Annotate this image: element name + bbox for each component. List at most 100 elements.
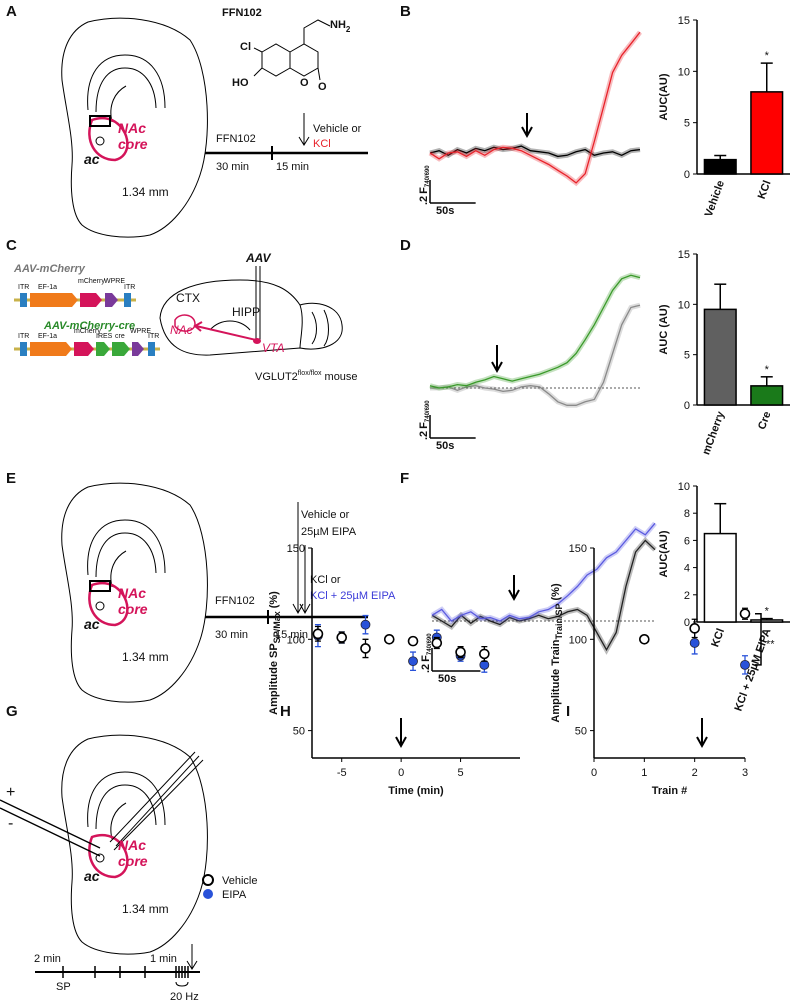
scale-unit: F (420, 655, 432, 662)
point (740, 659, 750, 670)
vector-name: AAV-mCherry-cre (43, 320, 135, 332)
point (312, 628, 324, 640)
scale-label-y: .2 F740/690 (418, 400, 431, 440)
sagittal-brain (159, 279, 343, 356)
significance: * (765, 364, 770, 376)
region-label: CTX (176, 291, 200, 305)
timeline-label: 15 min (275, 629, 308, 641)
vta-site (253, 338, 261, 344)
mouse-label: VGLUT2flox/flox mouse (255, 370, 358, 383)
atom-label: HO (232, 77, 249, 89)
y-tick-label: 10 (678, 299, 690, 311)
element-label: ITR (18, 284, 29, 291)
timeline-label: 15 min (276, 161, 309, 173)
hippocampus (209, 320, 251, 331)
x-tick-label: KCl (756, 179, 774, 201)
region-label: HIPP (232, 305, 260, 319)
x-tick-label: Vehicle (703, 179, 727, 219)
treatment-label: KCl + 25µM EIPA (310, 590, 396, 602)
panel-label: I (566, 703, 570, 720)
promoter (30, 342, 72, 356)
element-label: WPRE (104, 278, 125, 285)
panel-label: A (6, 3, 17, 20)
y-tick-label: 0 (684, 169, 690, 181)
legend-label: EIPA (222, 889, 247, 901)
bar (750, 619, 784, 623)
treatment-label: Vehicle or (301, 509, 350, 521)
point (360, 643, 371, 654)
element-label: EF-1a (38, 284, 57, 291)
arrow (299, 545, 311, 615)
error-caps (691, 618, 698, 639)
region-label: core (118, 601, 148, 617)
ires (96, 342, 110, 356)
timeline-label: FFN102 (215, 595, 255, 607)
region-label: core (118, 853, 148, 869)
panel-label: H (280, 703, 291, 720)
panel-e: NAc core ac 1.34 mm Vehicle or 25µM EIPA… (60, 481, 396, 704)
trace (431, 522, 656, 622)
panel-c: AAV-mCherry AAV-mCherry-cre ITR EF-1a mC… (13, 251, 358, 383)
element-label: EF-1a (38, 333, 57, 340)
point (639, 634, 650, 645)
scale-unit-sub: 740/690 (427, 633, 433, 655)
promoter (30, 293, 78, 307)
y-tick-label: 6 (684, 535, 690, 547)
y-tick-label: 0 (684, 400, 690, 412)
scale-unit: F (418, 422, 430, 429)
trace (429, 31, 641, 184)
timeline-label: FFN102 (216, 133, 256, 145)
polarity: + (6, 784, 15, 801)
pipette (109, 751, 204, 851)
trace (429, 274, 641, 389)
error-caps (362, 638, 369, 659)
compound-name: FFN102 (222, 7, 262, 19)
x-tick-label: 1 (641, 767, 647, 779)
error-caps (362, 614, 369, 635)
region-box (89, 115, 111, 127)
amine-sub: 2 (346, 25, 351, 34)
gene (80, 293, 102, 307)
element-label: mCherry (78, 278, 105, 285)
error-caps (457, 645, 464, 659)
level-label: 1.34 mm (122, 902, 169, 916)
point (739, 608, 751, 620)
y-tick-label: 10 (678, 481, 690, 493)
arrow (508, 575, 520, 602)
y-tick-label: 4 (684, 563, 690, 575)
trace (430, 304, 641, 406)
error-caps (410, 651, 417, 671)
legend-label: Vehicle (222, 875, 257, 887)
wpre (105, 293, 118, 307)
scale-unit: F (418, 187, 430, 194)
element-label: mCherry (74, 328, 101, 335)
y-tick-label: 150 (569, 543, 587, 555)
y-tick-label: 15 (678, 15, 690, 27)
y-axis-label: AUC(AU) (658, 73, 670, 120)
treatment-label: KCl (313, 138, 331, 150)
point (431, 637, 443, 649)
error-caps (742, 607, 748, 620)
y-tick-label: 10 (678, 66, 690, 78)
x-tick-label: Cre (756, 410, 774, 431)
y-label-main: Amplitude Train (550, 639, 562, 722)
y-label-sub: Train/SP (554, 603, 564, 639)
point (408, 656, 418, 667)
bar (750, 91, 784, 175)
vector-name: AAV-mCherry (13, 263, 86, 275)
timeline-label: 20 Hz (170, 991, 199, 1003)
scale-unit-sub: 740/690 (425, 400, 431, 422)
arrow (298, 113, 310, 146)
y-tick-label: 5 (684, 350, 690, 362)
level-label: 1.34 mm (122, 650, 169, 664)
region-box (89, 580, 111, 592)
timeline-label: 2 min (34, 953, 61, 965)
arrow (186, 944, 198, 970)
point (479, 648, 490, 660)
significance: * (765, 606, 770, 618)
element-label: cre (115, 333, 125, 340)
level-label: 1.34 mm (122, 185, 169, 199)
error-caps (481, 645, 488, 662)
y-tick-label: 150 (287, 543, 305, 555)
significance: ** (766, 638, 775, 650)
